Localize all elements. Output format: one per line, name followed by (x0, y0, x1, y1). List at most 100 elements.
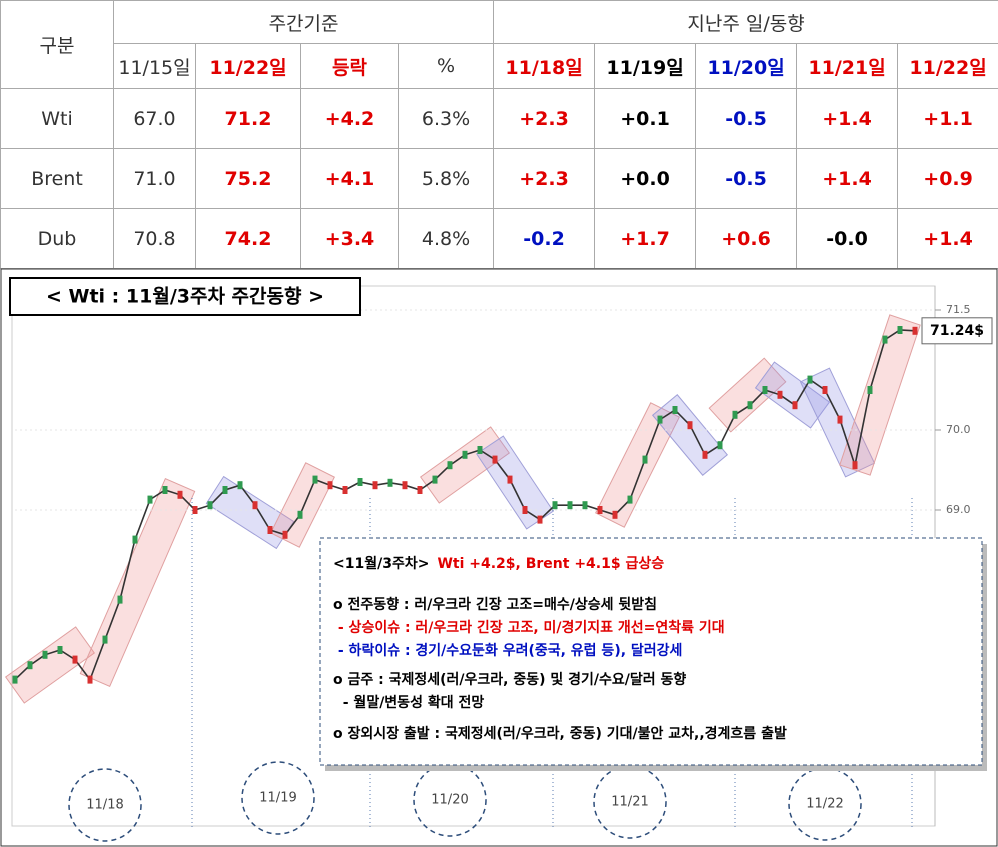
note-headline: Wti +4.2$, Brent +4.1$ 급상승 (437, 556, 664, 572)
summary-table: 구분 주간기준 지난주 일/동향 11/15일 11/22일 등락% 11/18일 11/19… (0, 0, 998, 269)
candle (432, 475, 438, 484)
table-cell: +1.1 (897, 88, 998, 149)
table-cell: +0.0 (594, 148, 697, 209)
candle (912, 326, 918, 335)
candle (252, 501, 258, 510)
header-cell: 지난주 일/동향 (493, 0, 998, 44)
table-cell: -0.0 (796, 208, 899, 269)
candle (192, 506, 198, 514)
title-box (9, 277, 361, 316)
table-cell: +4.2 (300, 88, 399, 149)
header-cell: 등락 (300, 43, 399, 89)
header-cell: 11/18일 (493, 43, 596, 89)
candle (297, 510, 303, 519)
data-row: Wti 67.0 71.2 +4.2 6.3% +2.3 +0.1 -0.5 +1.4 +1.1 (0, 88, 998, 149)
candle (282, 530, 288, 539)
day-circle (788, 767, 862, 841)
table-cell: -0.5 (695, 148, 798, 209)
table-cell: +3.4 (300, 208, 399, 269)
table-cell: -0.2 (493, 208, 596, 269)
candle (882, 335, 888, 344)
day-label: 11/18 (86, 798, 123, 813)
candle (102, 635, 108, 644)
candle (72, 655, 78, 664)
table-cell: 75.2 (195, 148, 301, 209)
candle (327, 481, 333, 490)
candle (132, 535, 138, 544)
trend-box (839, 314, 921, 476)
day-circle (593, 765, 667, 839)
note-line: - 상승이슈 : 러/우크라 긴장 고조, 미/경기지표 개선=연착륙 기대 (333, 619, 725, 636)
trend-box (708, 357, 787, 433)
candle (747, 401, 753, 410)
candle (477, 446, 483, 454)
candle (777, 390, 783, 399)
y-tick-label: 71.5 (946, 303, 971, 316)
data-row: Dub 70.8 74.2 +3.4 4.8% -0.2 +1.7 +0.6 -0.0 +1.4 (0, 208, 998, 269)
table-cell: Wti (0, 88, 114, 149)
candle (237, 481, 243, 490)
table-cell: 6.3% (397, 88, 495, 149)
candle (717, 441, 723, 450)
candle (522, 506, 528, 514)
candle (822, 386, 828, 394)
candle (12, 675, 18, 684)
y-tick-label: 70.0 (946, 423, 971, 436)
table-cell: Dub (0, 208, 114, 269)
candle (342, 486, 348, 494)
candle (357, 478, 363, 486)
candle (702, 450, 708, 459)
header-cell: 구분 (0, 0, 114, 89)
table-cell: Brent (0, 148, 114, 209)
table-cell: +2.3 (493, 88, 596, 149)
note-box (319, 537, 983, 766)
table-cell: -0.5 (695, 88, 798, 149)
day-label: 11/22 (806, 797, 843, 812)
candle (807, 375, 813, 384)
candle (507, 475, 513, 484)
candle (447, 461, 453, 470)
candle (852, 461, 858, 470)
table-cell: +0.1 (594, 88, 697, 149)
header-cell: 11/19일 (594, 43, 697, 89)
candle (867, 386, 873, 394)
price-tag-box (921, 317, 993, 345)
candle (597, 506, 603, 514)
candle (582, 501, 588, 510)
trend-box (270, 462, 335, 548)
note-line: - 하락이슈 : 경기/수요둔화 우려(중국, 유럽 등), 달러강세 (333, 642, 682, 659)
candle (27, 661, 33, 670)
header-row: 구분 주간기준 지난주 일/동향 (0, 0, 998, 89)
candle (537, 515, 543, 524)
candle (792, 401, 798, 410)
header-cell: 11/22일 (195, 43, 301, 89)
table-cell: +2.3 (493, 148, 596, 209)
day-label: 11/21 (611, 795, 648, 810)
candle (462, 450, 468, 459)
table-cell: +0.9 (897, 148, 998, 209)
candle (207, 501, 213, 510)
header-cell: 11/21일 (796, 43, 899, 89)
table-cell: 70.8 (113, 208, 196, 269)
candle (177, 490, 183, 499)
candle (492, 455, 498, 464)
y-tick-label: 69.0 (946, 503, 971, 516)
candle (567, 501, 573, 510)
trend-box (5, 626, 95, 704)
chart: 11/18 11/19 11/20 11/21 11/22 69.0 70.0 71.5 71.… (0, 268, 998, 847)
candle (222, 486, 228, 494)
table-cell: 4.8% (397, 208, 495, 269)
table-cell: 71.2 (195, 88, 301, 149)
table-cell: +1.4 (796, 148, 899, 209)
table-cell: +0.6 (695, 208, 798, 269)
table-cell: +1.4 (897, 208, 998, 269)
table-cell: 74.2 (195, 208, 301, 269)
candle (417, 486, 423, 494)
table-cell: 71.0 (113, 148, 196, 209)
price-tag: 71.24$ (930, 323, 984, 339)
candle (672, 406, 678, 414)
header-row: 11/15일 11/22일 등락% 11/18일 11/19일 11/20일 11/21일 1… (1, 43, 998, 89)
candle (897, 326, 903, 334)
day-label: 11/19 (259, 791, 296, 806)
candle (147, 495, 153, 504)
